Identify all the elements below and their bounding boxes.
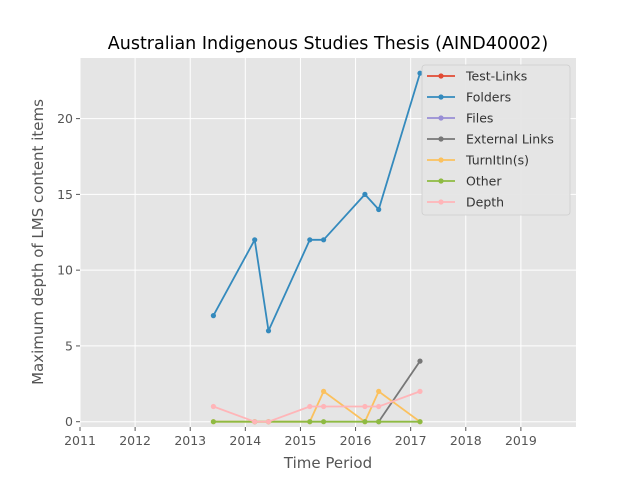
data-point (265, 419, 272, 425)
legend-item: TurnItIn(s) (427, 153, 529, 168)
grid (79, 58, 576, 427)
x-tick-label: 2018 (450, 433, 482, 448)
y-tick-label: 10 (57, 263, 73, 278)
x-tick-label: 2016 (340, 433, 372, 448)
data-point (417, 419, 423, 425)
data-point (321, 388, 327, 394)
x-tick-label: 2012 (119, 433, 151, 448)
x-tick-label: 2013 (174, 433, 206, 448)
data-point (321, 237, 327, 243)
y-tick-label: 0 (65, 414, 73, 429)
data-point (321, 403, 327, 410)
legend-item: Test-Links (427, 69, 527, 84)
x-axis-ticks: 2011 2012 2013 2014 2015 2016 2017 2018 2019 (64, 427, 537, 448)
y-axis-label: Maximum depth of LMS content items (29, 99, 47, 385)
legend-frame (421, 64, 571, 216)
y-axis-ticks: 0 5 10 15 20 (57, 111, 80, 429)
data-point (210, 419, 216, 425)
series-line (377, 360, 421, 423)
legend-label: Files (466, 111, 493, 126)
legend-marker (438, 94, 444, 100)
legend-item: Files (427, 111, 493, 126)
legend-marker (438, 73, 444, 79)
series-lines (210, 70, 423, 425)
legend-label: Depth (466, 195, 504, 210)
data-point (252, 419, 258, 425)
legend-label: Other (466, 174, 502, 189)
series-line (212, 72, 421, 332)
legend-marker (438, 115, 444, 121)
x-tick-label: 2019 (505, 433, 537, 448)
legend-label: External Links (466, 132, 554, 147)
data-point (307, 237, 313, 243)
legend-item: Depth (427, 195, 504, 210)
series-depth (210, 388, 423, 425)
x-tick-label: 2015 (285, 433, 317, 448)
data-point (417, 388, 423, 394)
x-tick-label: 2017 (395, 433, 427, 448)
data-point (265, 328, 272, 334)
data-point (362, 403, 368, 410)
legend-label: TurnItIn(s) (465, 153, 529, 168)
legend-label: Test-Links (465, 69, 527, 84)
legend-marker (438, 199, 444, 205)
data-point (362, 419, 368, 425)
y-tick-label: 20 (57, 111, 73, 126)
data-point (210, 403, 216, 410)
y-tick-label: 15 (57, 187, 73, 202)
legend-marker (438, 178, 444, 184)
data-point (210, 313, 216, 319)
legend-item: External Links (427, 132, 554, 147)
data-point (252, 237, 258, 243)
data-point (362, 191, 368, 197)
data-point (376, 388, 382, 394)
legend: Test-Links Folders Files External Links Turn… (421, 64, 571, 216)
legend-marker (438, 157, 444, 163)
data-point (376, 403, 382, 410)
chart-title: Australian Indigenous Studies Thesis (AI… (108, 34, 548, 54)
legend-item: Other (427, 174, 502, 189)
x-tick-label: 2014 (229, 433, 261, 448)
legend-marker (438, 136, 444, 142)
data-point (376, 419, 382, 425)
series-folders (210, 70, 423, 334)
data-point (307, 403, 313, 410)
y-tick-label: 5 (65, 338, 73, 353)
x-axis-label: Time Period (283, 454, 372, 472)
legend-item: Folders (427, 90, 511, 105)
data-point (376, 206, 382, 213)
legend-label: Folders (466, 90, 511, 105)
data-point (321, 419, 327, 425)
data-point (417, 358, 423, 364)
data-point (417, 70, 423, 76)
data-point (307, 419, 313, 425)
x-tick-label: 2011 (64, 433, 96, 448)
